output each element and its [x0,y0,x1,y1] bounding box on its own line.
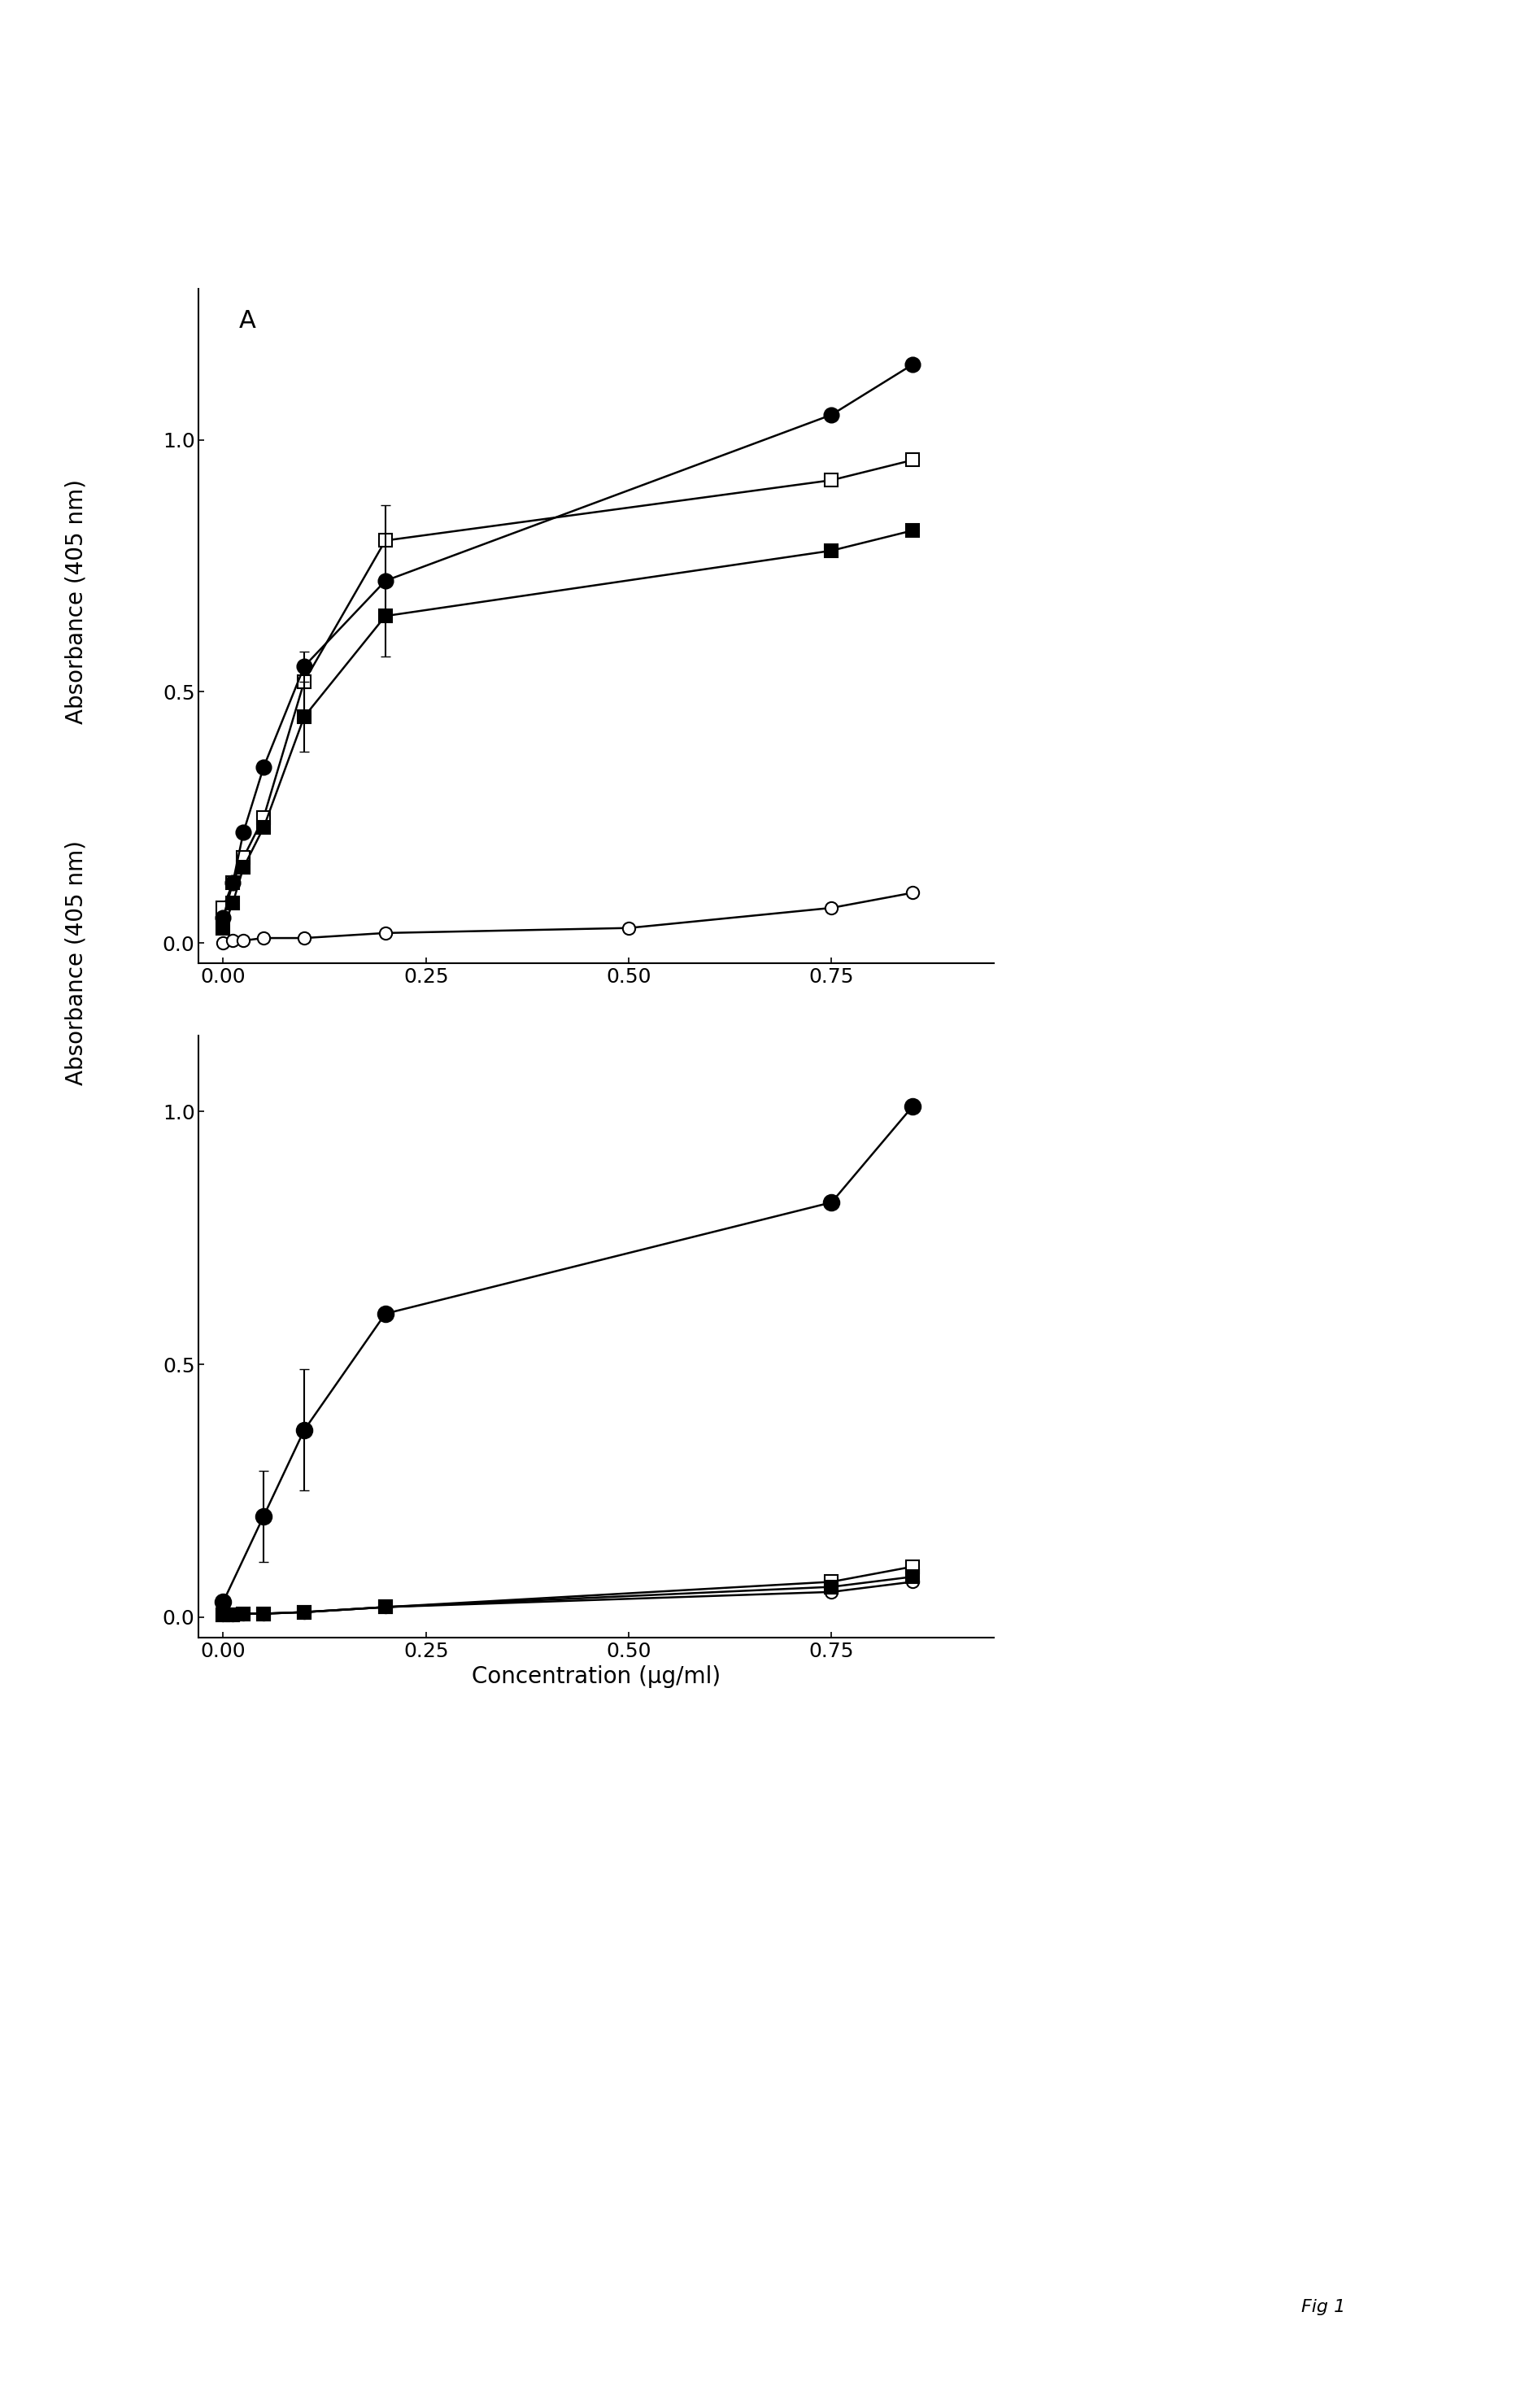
X-axis label: Concentration (μg/ml): Concentration (μg/ml) [472,1666,720,1688]
Text: Absorbance (405 nm): Absorbance (405 nm) [66,840,87,1086]
Text: Fig 1: Fig 1 [1301,2300,1346,2314]
Text: A: A [239,308,255,332]
Text: Absorbance (405 nm): Absorbance (405 nm) [66,479,87,725]
